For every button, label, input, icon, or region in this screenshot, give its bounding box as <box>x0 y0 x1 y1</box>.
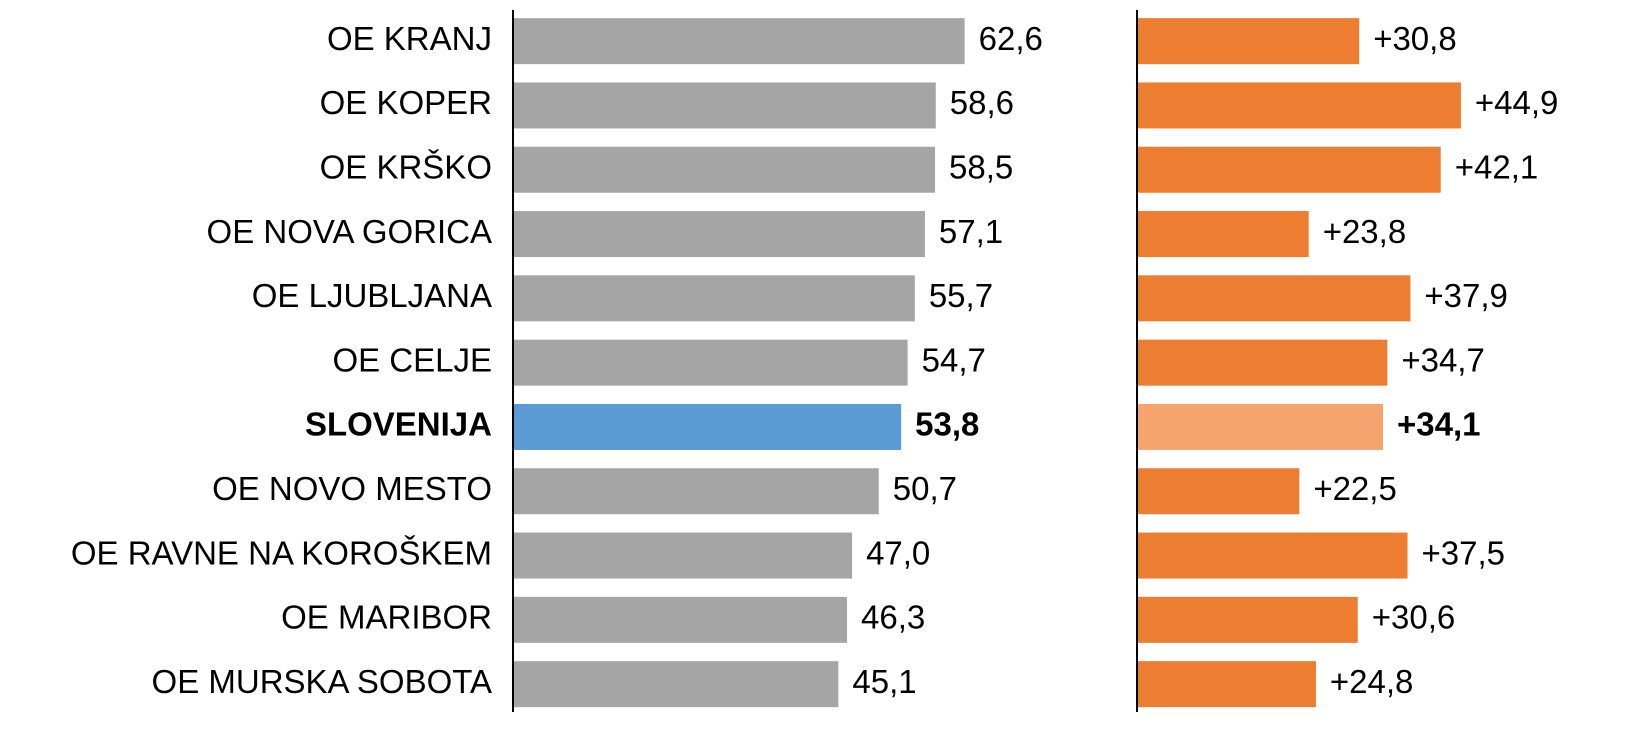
data-label: +24,8 <box>1330 663 1414 700</box>
category-label: OE RAVNE NA KOROŠKEM <box>71 534 492 571</box>
bar <box>513 339 908 386</box>
bar <box>1137 661 1316 708</box>
bar <box>513 82 936 129</box>
bar <box>1137 403 1384 450</box>
data-label: 53,8 <box>915 406 979 443</box>
data-label: +37,5 <box>1422 534 1506 571</box>
category-label: SLOVENIJA <box>305 406 492 443</box>
bar <box>1137 146 1441 193</box>
category-label: OE MARIBOR <box>281 599 492 636</box>
bar <box>1137 275 1411 322</box>
data-label: +44,9 <box>1475 84 1559 121</box>
bar <box>513 146 936 193</box>
data-label: 50,7 <box>893 470 957 507</box>
bar <box>1137 82 1461 129</box>
data-label: +37,9 <box>1424 277 1508 314</box>
bar <box>1137 18 1360 65</box>
category-label: OE NOVO MESTO <box>212 470 492 507</box>
data-label: +30,8 <box>1373 20 1457 57</box>
category-label: OE KRANJ <box>327 20 492 57</box>
data-label: 62,6 <box>979 20 1043 57</box>
category-label: OE NOVA GORICA <box>207 213 492 250</box>
data-label: +23,8 <box>1323 213 1407 250</box>
data-label: 58,5 <box>949 148 1013 185</box>
data-label: 45,1 <box>852 663 916 700</box>
category-label: OE KRŠKO <box>320 148 492 185</box>
bar <box>513 596 848 643</box>
bar <box>1137 532 1408 579</box>
data-label: 58,6 <box>950 84 1014 121</box>
bar <box>513 468 879 515</box>
data-label: 46,3 <box>861 599 925 636</box>
bar <box>513 661 839 708</box>
category-label: OE MURSKA SOBOTA <box>152 663 492 700</box>
bar <box>1137 468 1300 515</box>
category-label: OE KOPER <box>320 84 492 121</box>
data-label: 57,1 <box>939 213 1003 250</box>
bar <box>513 532 853 579</box>
data-label: 47,0 <box>866 534 930 571</box>
bar <box>513 211 925 258</box>
data-label: 54,7 <box>922 341 986 378</box>
bar <box>513 403 902 450</box>
data-label: +34,1 <box>1397 406 1481 443</box>
data-label: +42,1 <box>1455 148 1539 185</box>
data-label: +34,7 <box>1401 341 1485 378</box>
category-label: OE LJUBLJANA <box>252 277 492 314</box>
category-label: OE CELJE <box>332 341 492 378</box>
bar <box>513 18 965 65</box>
data-label: +30,6 <box>1372 599 1456 636</box>
data-label: +22,5 <box>1313 470 1397 507</box>
bar <box>1137 339 1388 386</box>
data-label: 55,7 <box>929 277 993 314</box>
bar <box>513 275 915 322</box>
bar <box>1137 596 1358 643</box>
bar <box>1137 211 1309 258</box>
